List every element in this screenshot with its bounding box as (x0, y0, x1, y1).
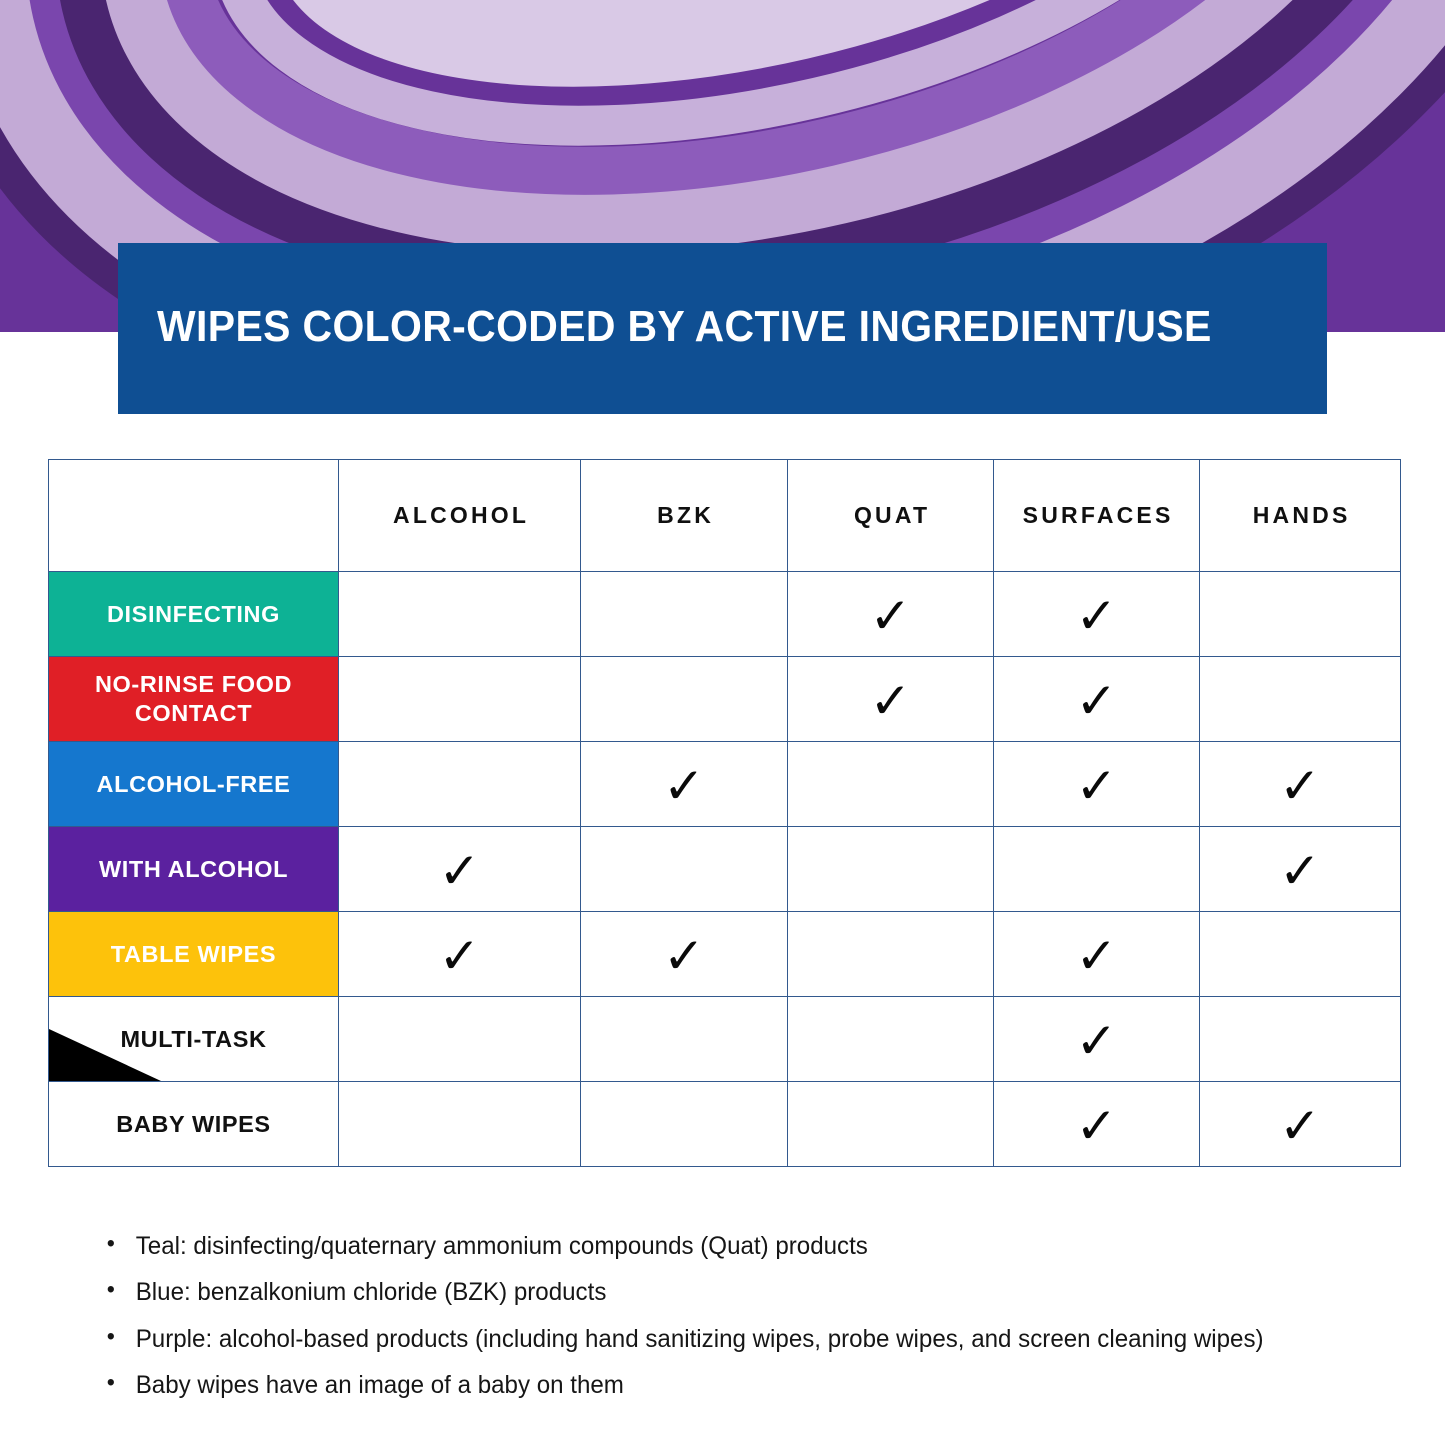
table-row: NO-RINSE FOOD CONTACT ✓ ✓ (48, 656, 1401, 742)
cell-disinfecting-surfaces: ✓ (993, 571, 1200, 657)
cell-disinfecting-hands (1199, 571, 1401, 657)
cell-norinse-alcohol (338, 656, 581, 742)
cell-tablewipes-bzk: ✓ (580, 911, 788, 997)
check-icon: ✓ (1279, 842, 1321, 900)
table-row: WITH ALCOHOL ✓ ✓ (48, 826, 1401, 912)
row-label-multi-task: MULTI-TASK (48, 996, 339, 1082)
header-cell-bzk: BZK (580, 459, 788, 572)
row-label-disinfecting: DISINFECTING (48, 571, 339, 657)
arc-band-mid-inner (159, 0, 1361, 195)
check-icon: ✓ (1279, 757, 1321, 815)
row-label-no-rinse-food-contact: NO-RINSE FOOD CONTACT (48, 656, 339, 742)
legend-notes-list: Teal: disinfecting/quaternary ammonium c… (96, 1227, 1386, 1403)
cell-multitask-surfaces: ✓ (993, 996, 1200, 1082)
row-label-with-alcohol: WITH ALCOHOL (48, 826, 339, 912)
check-icon: ✓ (663, 927, 705, 985)
cell-babywipes-alcohol (338, 1081, 581, 1167)
table-row: TABLE WIPES ✓ ✓ ✓ (48, 911, 1401, 997)
cell-babywipes-surfaces: ✓ (993, 1081, 1200, 1167)
cell-alcoholfree-surfaces: ✓ (993, 741, 1200, 827)
check-icon: ✓ (1279, 1097, 1321, 1155)
legend-notes: Teal: disinfecting/quaternary ammonium c… (96, 1227, 1386, 1413)
header-cell-hands: HANDS (1199, 459, 1401, 572)
check-icon: ✓ (869, 672, 912, 730)
cell-multitask-alcohol (338, 996, 581, 1082)
check-icon: ✓ (1075, 587, 1118, 645)
cell-withalcohol-alcohol: ✓ (338, 826, 581, 912)
list-item: Teal: disinfecting/quaternary ammonium c… (107, 1227, 1342, 1264)
wipes-color-code-table: ALCOHOL BZK QUAT SURFACES HANDS DISINFEC… (48, 459, 1401, 1167)
cell-multitask-bzk (580, 996, 788, 1082)
cell-norinse-quat: ✓ (787, 656, 994, 742)
arc-band-light-core (210, 0, 1310, 146)
list-item: Blue: benzalkonium chloride (BZK) produc… (107, 1273, 1342, 1310)
cell-withalcohol-quat (787, 826, 994, 912)
cell-withalcohol-bzk (580, 826, 788, 912)
table-header: ALCOHOL BZK QUAT SURFACES HANDS (48, 459, 1401, 572)
cell-disinfecting-bzk (580, 571, 788, 657)
cell-alcoholfree-bzk: ✓ (580, 741, 788, 827)
table-row: MULTI-TASK ✓ (48, 996, 1401, 1082)
header-cell-alcohol: ALCOHOL (338, 459, 581, 572)
cell-alcoholfree-quat (787, 741, 994, 827)
page-title: WIPES COLOR-CODED BY ACTIVE INGREDIENT/U… (157, 301, 1212, 351)
arc-band-dark-inner (55, 0, 1445, 298)
check-icon: ✓ (438, 927, 481, 985)
check-icon: ✓ (1075, 1012, 1118, 1070)
table-row: BABY WIPES ✓ ✓ (48, 1081, 1401, 1167)
cell-babywipes-hands: ✓ (1199, 1081, 1401, 1167)
header-cell-quat: QUAT (787, 459, 994, 572)
header-cell-blank (48, 459, 339, 572)
header-cell-surfaces: SURFACES (993, 459, 1200, 572)
table-row: ALCOHOL-FREE ✓ ✓ ✓ (48, 741, 1401, 827)
check-icon: ✓ (869, 587, 912, 645)
cell-tablewipes-hands (1199, 911, 1401, 997)
cell-babywipes-quat (787, 1081, 994, 1167)
cell-multitask-quat (787, 996, 994, 1082)
row-label-alcohol-free: ALCOHOL-FREE (48, 741, 339, 827)
cell-tablewipes-alcohol: ✓ (338, 911, 581, 997)
check-icon: ✓ (438, 842, 481, 900)
check-icon: ✓ (1075, 927, 1118, 985)
cell-norinse-hands (1199, 656, 1401, 742)
cell-withalcohol-surfaces (993, 826, 1200, 912)
cell-alcoholfree-alcohol (338, 741, 581, 827)
cell-tablewipes-quat (787, 911, 994, 997)
title-bar: WIPES COLOR-CODED BY ACTIVE INGREDIENT/U… (118, 243, 1327, 414)
cell-babywipes-bzk (580, 1081, 788, 1167)
cell-disinfecting-quat: ✓ (787, 571, 994, 657)
cell-multitask-hands (1199, 996, 1401, 1082)
table-body: DISINFECTING ✓ ✓ NO-RINSE FOOD CONTACT ✓… (48, 571, 1401, 1167)
list-item: Purple: alcohol-based products (includin… (107, 1319, 1342, 1357)
row-label-table-wipes: TABLE WIPES (48, 911, 339, 997)
check-icon: ✓ (1075, 757, 1118, 815)
cell-withalcohol-hands: ✓ (1199, 826, 1401, 912)
check-icon: ✓ (1075, 672, 1118, 730)
list-item: Baby wipes have an image of a baby on th… (107, 1366, 1342, 1403)
cell-alcoholfree-hands: ✓ (1199, 741, 1401, 827)
table-row: DISINFECTING ✓ ✓ (48, 571, 1401, 657)
check-icon: ✓ (663, 757, 705, 815)
arc-band-light-inner (100, 0, 1420, 253)
cell-tablewipes-surfaces: ✓ (993, 911, 1200, 997)
row-label-baby-wipes: BABY WIPES (48, 1081, 339, 1167)
table-header-row: ALCOHOL BZK QUAT SURFACES HANDS (48, 459, 1401, 572)
check-icon: ✓ (1075, 1097, 1118, 1155)
row-label-text: MULTI-TASK (120, 1025, 267, 1052)
cell-disinfecting-alcohol (338, 571, 581, 657)
cell-norinse-surfaces: ✓ (993, 656, 1200, 742)
cell-norinse-bzk (580, 656, 788, 742)
